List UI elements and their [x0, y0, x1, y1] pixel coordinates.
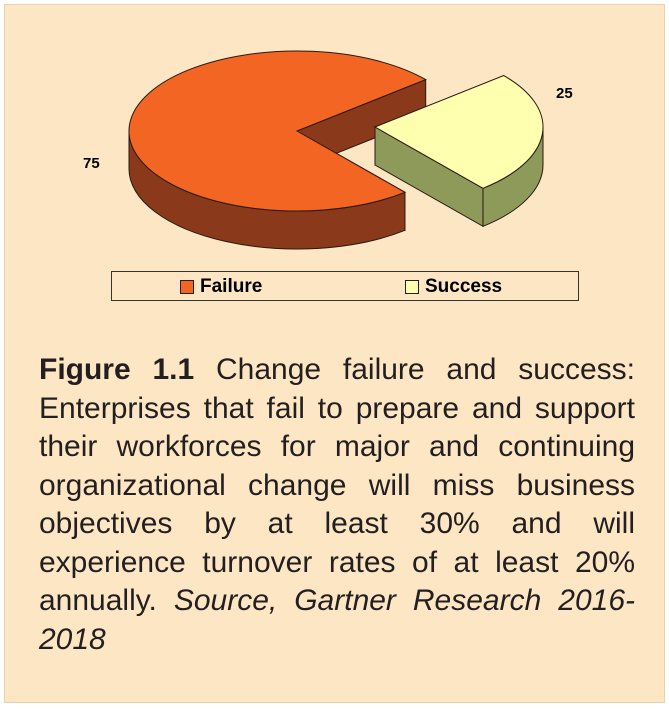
- data-label-failure: 75: [83, 155, 100, 172]
- pie-slice-top: [128, 50, 427, 212]
- figure-label: Figure 1.1: [39, 353, 195, 386]
- caption-text: Change failure and success: Enterprises …: [39, 353, 635, 617]
- legend-item-failure: Failure: [180, 276, 262, 298]
- chart-legend: Failure Success: [111, 271, 579, 301]
- pie-chart: 75 25: [83, 50, 573, 250]
- pie-slice-top: [373, 75, 544, 189]
- pie-slice-failure: [128, 50, 427, 250]
- legend-label-success: Success: [425, 276, 503, 297]
- legend-swatch-failure: [180, 280, 194, 294]
- legend-item-success: Success: [405, 276, 502, 298]
- legend-swatch-success: [405, 280, 419, 294]
- data-label-success: 25: [556, 85, 573, 102]
- legend-label-failure: Failure: [200, 276, 263, 297]
- pie-slice-success: [373, 74, 544, 228]
- figure-caption: Figure 1.1 Change failure and success: E…: [39, 351, 635, 659]
- figure-card: 75 25 Failure Success Figure 1.1 Change f…: [4, 4, 665, 703]
- caption-source: Source, Gartner Research 2016-2018: [39, 584, 635, 656]
